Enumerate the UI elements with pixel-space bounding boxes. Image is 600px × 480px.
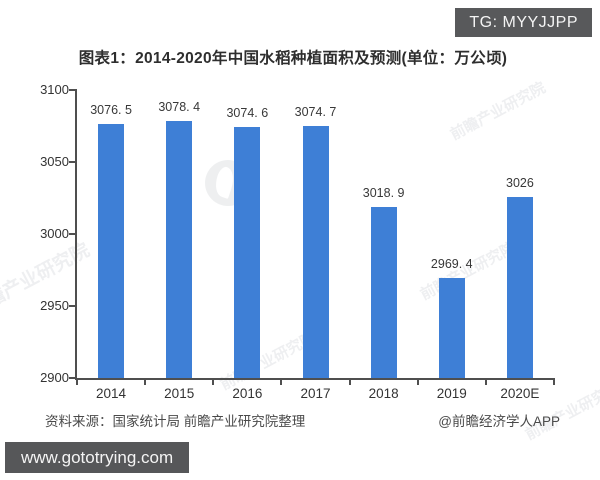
bar-value-label: 3076. 5	[90, 102, 132, 117]
bar	[370, 206, 397, 378]
y-axis-tick	[69, 233, 77, 235]
y-axis-tick	[69, 161, 77, 163]
y-axis-label: 2950	[40, 298, 69, 313]
tg-badge-label: TG: MYYJJPP	[469, 14, 578, 31]
chart-title: 图表1：2014-2020年中国水稻种植面积及预测(单位：万公顷)	[78, 50, 508, 67]
x-axis-tick	[416, 378, 419, 385]
x-axis-tick	[553, 378, 555, 385]
bar	[166, 121, 193, 378]
bar	[302, 126, 329, 378]
bar	[234, 126, 261, 378]
x-axis-tick	[484, 378, 487, 385]
credit-note: @前瞻经济学人APP	[438, 414, 560, 429]
x-axis-label: 2016	[232, 386, 263, 401]
y-axis-tick	[69, 89, 77, 91]
bar	[438, 278, 465, 378]
bar	[98, 123, 125, 378]
x-axis-label: 2019	[436, 386, 467, 401]
bar-value-label: 3074. 7	[294, 105, 337, 120]
x-axis-label: 2020E	[500, 386, 540, 401]
bar-value-label: 3026	[506, 175, 534, 190]
y-axis-tick	[69, 305, 77, 307]
x-axis-tick	[280, 378, 283, 385]
bar-value-label: 3018. 9	[362, 185, 405, 200]
y-axis-label: 2900	[40, 370, 69, 385]
x-axis-tick	[212, 378, 215, 385]
site-banner: www.gototrying.com	[5, 442, 190, 473]
y-axis-label: 3000	[40, 226, 69, 241]
x-axis-tick	[76, 378, 78, 385]
y-axis-tick	[69, 377, 77, 379]
x-axis-tick	[348, 378, 351, 385]
bar	[506, 196, 533, 378]
x-axis-tick	[144, 378, 147, 385]
y-axis-label: 3100	[40, 82, 69, 97]
x-axis-label: 2017	[300, 386, 331, 401]
bar-value-label: 3074. 6	[226, 105, 269, 120]
bar-chart-plot-area: 3100 3050 3000 2950 2900 3076. 5 2014 3078. 4 20…	[40, 82, 555, 401]
bar-value-label: 2969. 4	[430, 257, 473, 272]
x-axis-label: 2018	[368, 386, 399, 401]
tg-badge: TG: MYYJJPP	[455, 8, 592, 37]
site-banner-label: www.gototrying.com	[21, 448, 174, 467]
bar-value-label: 3078. 4	[158, 100, 201, 115]
source-note: 资料来源：国家统计局 前瞻产业研究院整理	[45, 414, 306, 429]
x-axis-label: 2014	[96, 386, 127, 401]
x-axis-label: 2015	[164, 386, 195, 401]
y-axis-label: 3050	[40, 154, 69, 169]
